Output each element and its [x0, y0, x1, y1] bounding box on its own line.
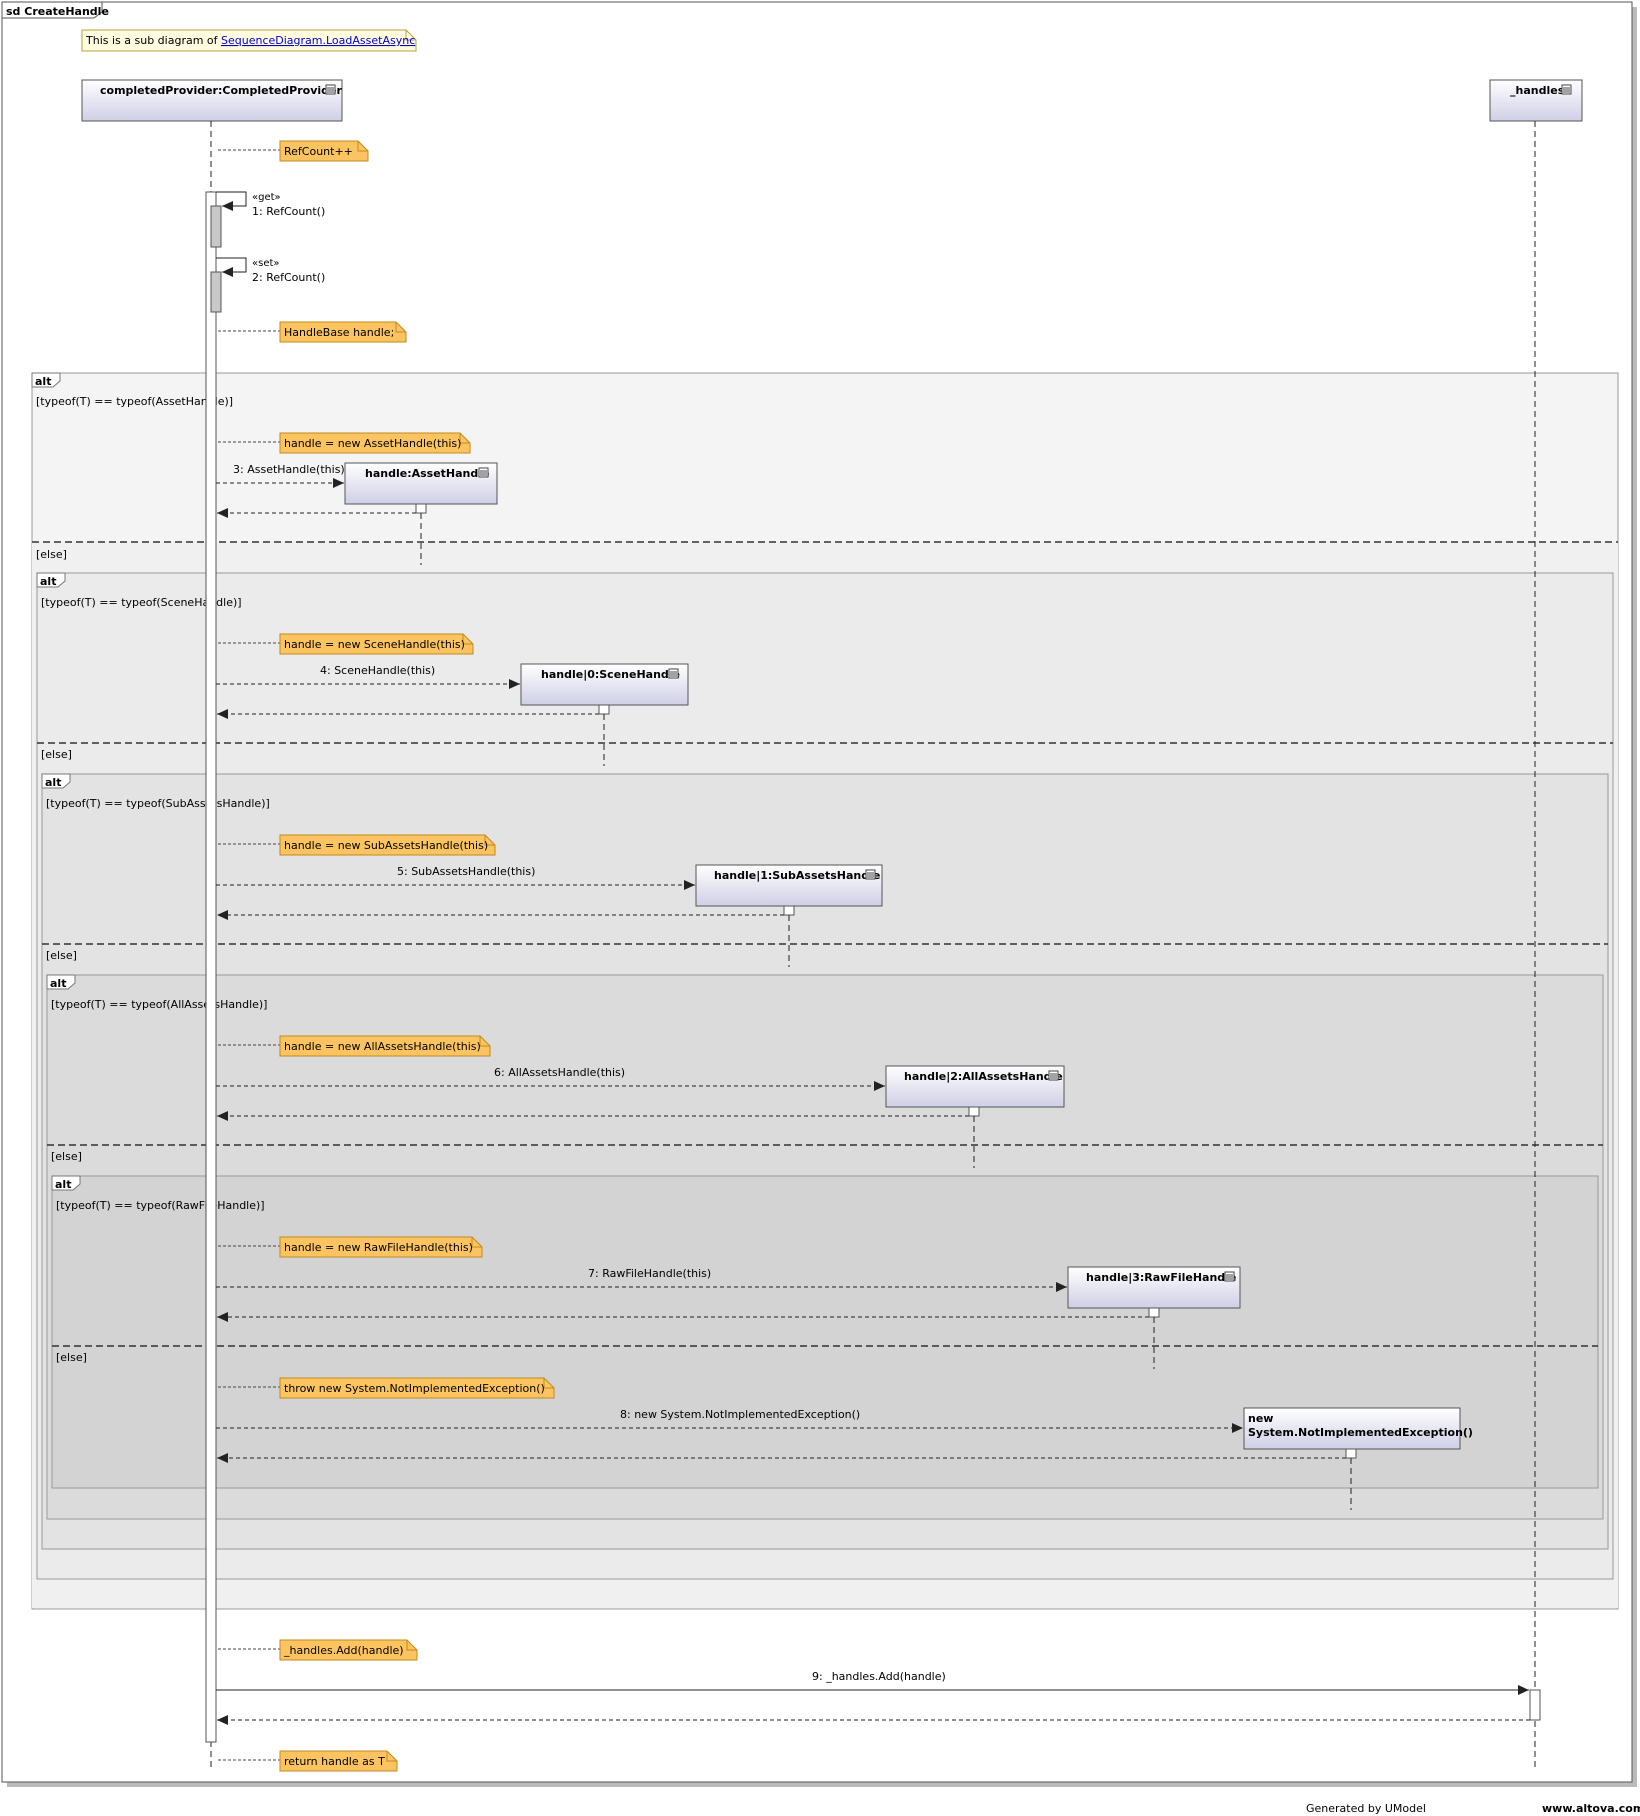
svg-text:throw new System.NotImplemente: throw new System.NotImplementedException… — [284, 1382, 545, 1395]
guard-2: [typeof(T) == typeof(SceneHandle)] — [41, 596, 242, 609]
lifeline-handles[interactable]: _handles: — [1489, 79, 1583, 1768]
svg-text:6: AllAssetsHandle(this): 6: AllAssetsHandle(this) — [494, 1066, 625, 1079]
else-guard-5: [else] — [56, 1351, 87, 1364]
footer-site[interactable]: www.altova.com — [1542, 1802, 1640, 1815]
activation-bar-handles — [1529, 1689, 1541, 1721]
collapse-icon[interactable] — [325, 84, 336, 95]
svg-text:handle:AssetHandle: handle:AssetHandle — [365, 467, 489, 480]
svg-text:3: AssetHandle(this): 3: AssetHandle(this) — [233, 463, 345, 476]
collapse-icon[interactable] — [1561, 84, 1572, 95]
collapse-icon[interactable] — [865, 869, 876, 880]
note-new-subassets: handle = new SubAssetsHandle(this) — [218, 834, 496, 856]
alt-label-1: alt — [35, 375, 51, 388]
svg-text:1: RefCount(): 1: RefCount() — [252, 205, 325, 218]
footer-generated: Generated by UModel — [1306, 1802, 1426, 1815]
notes: RefCount++ HandleBase handle; handle = n… — [218, 140, 555, 1772]
subdiagram-prefix: This is a sub diagram of — [85, 34, 221, 47]
svg-text:5: SubAssetsHandle(this): 5: SubAssetsHandle(this) — [397, 865, 535, 878]
lifeline-handles-label: _handles: — [1510, 84, 1569, 97]
subdiagram-note: This is a sub diagram of SequenceDiagram… — [81, 29, 417, 52]
svg-text:handle = new AllAssetsHandle(t: handle = new AllAssetsHandle(this) — [284, 1040, 481, 1053]
svg-text:_handles.Add(handle): _handles.Add(handle) — [283, 1644, 404, 1657]
activation-bar-set — [210, 271, 222, 313]
collapse-icon[interactable] — [1224, 1271, 1235, 1282]
object-rawfile-handle[interactable]: handle|3:RawFileHandle — [1067, 1266, 1241, 1369]
note-return: return handle as T — [218, 1750, 398, 1772]
svg-text:2: RefCount(): 2: RefCount() — [252, 271, 325, 284]
message-7[interactable]: 7: RawFileHandle(this) — [216, 1267, 1067, 1292]
note-new-scene: handle = new SceneHandle(this) — [218, 633, 474, 655]
note-new-allassets: handle = new AllAssetsHandle(this) — [218, 1035, 491, 1057]
activation-bar — [205, 191, 217, 1743]
guard-5: [typeof(T) == typeof(RawFileHandle)] — [56, 1199, 265, 1212]
svg-text:7: RawFileHandle(this): 7: RawFileHandle(this) — [588, 1267, 711, 1280]
svg-text:handle|0:SceneHandle: handle|0:SceneHandle — [541, 668, 680, 681]
svg-text:handle = new AssetHandle(this): handle = new AssetHandle(this) — [284, 437, 461, 450]
message-8[interactable]: 8: new System.NotImplementedException() — [216, 1408, 1243, 1433]
svg-text:return handle as T: return handle as T — [284, 1755, 385, 1768]
alt-label-2: alt — [40, 575, 56, 588]
svg-text:«set»: «set» — [252, 258, 280, 269]
message-6[interactable]: 6: AllAssetsHandle(this) — [216, 1066, 885, 1091]
svg-text:4: SceneHandle(this): 4: SceneHandle(this) — [320, 664, 435, 677]
activation-bar-get — [210, 205, 222, 248]
note-refcount: RefCount++ — [218, 140, 369, 162]
collapse-icon[interactable] — [1048, 1070, 1059, 1081]
else-guard-1: [else] — [36, 548, 67, 561]
svg-text:This is a sub diagram of Seque: This is a sub diagram of SequenceDiagram… — [85, 34, 415, 47]
else-guard-2: [else] — [41, 748, 72, 761]
svg-text:HandleBase handle;: HandleBase handle; — [284, 326, 394, 339]
note-new-rawfile: handle = new RawFileHandle(this) — [218, 1236, 483, 1258]
lifeline-provider-label: completedProvider:CompletedProvider — [100, 84, 342, 97]
guard-4: [typeof(T) == typeof(AllAssetsHandle)] — [51, 998, 267, 1011]
collapse-icon[interactable] — [478, 467, 489, 478]
message-5[interactable]: 5: SubAssetsHandle(this) — [216, 865, 695, 890]
svg-text:handle = new SceneHandle(this): handle = new SceneHandle(this) — [284, 638, 465, 651]
svg-text:handle|3:RawFileHandle: handle|3:RawFileHandle — [1086, 1271, 1236, 1284]
else-guard-3: [else] — [46, 949, 77, 962]
message-2[interactable]: «set» 2: RefCount() — [216, 257, 325, 284]
frame-title: sd CreateHandle — [6, 5, 109, 18]
alt-label-4: alt — [50, 977, 66, 990]
alt-label-3: alt — [45, 776, 61, 789]
svg-text:handle = new SubAssetsHandle(t: handle = new SubAssetsHandle(this) — [284, 839, 488, 852]
note-throw: throw new System.NotImplementedException… — [218, 1377, 555, 1399]
object-scene-handle[interactable]: handle|0:SceneHandle — [520, 663, 689, 766]
collapse-icon[interactable] — [668, 668, 679, 679]
message-3[interactable]: 3: AssetHandle(this) — [216, 463, 345, 488]
note-handlebase: HandleBase handle; — [218, 321, 407, 343]
svg-text:handle|1:SubAssetsHandle: handle|1:SubAssetsHandle — [714, 869, 880, 882]
note-new-asset: handle = new AssetHandle(this) — [218, 432, 471, 454]
object-subassets-handle[interactable]: handle|1:SubAssetsHandle — [695, 864, 883, 967]
svg-text:System.NotImplementedException: System.NotImplementedException() — [1248, 1426, 1473, 1439]
svg-text:RefCount++: RefCount++ — [284, 145, 353, 158]
object-allassets-handle[interactable]: handle|2:AllAssetsHandle — [885, 1065, 1065, 1168]
svg-text:new: new — [1248, 1412, 1273, 1425]
note-add: _handles.Add(handle) — [218, 1639, 418, 1661]
guard-3: [typeof(T) == typeof(SubAssetsHandle)] — [46, 797, 270, 810]
svg-text:handle|2:AllAssetsHandle: handle|2:AllAssetsHandle — [904, 1070, 1063, 1083]
message-9[interactable]: 9: _handles.Add(handle) — [216, 1670, 1529, 1695]
object-exception[interactable]: new System.NotImplementedException() — [1243, 1407, 1473, 1510]
alt-label-5: alt — [55, 1178, 71, 1191]
else-guard-4: [else] — [51, 1150, 82, 1163]
svg-text:handle = new RawFileHandle(thi: handle = new RawFileHandle(this) — [284, 1241, 473, 1254]
subdiagram-link[interactable]: SequenceDiagram.LoadAssetAsync — [221, 34, 415, 47]
svg-text:9: _handles.Add(handle): 9: _handles.Add(handle) — [812, 1670, 946, 1683]
svg-text:«get»: «get» — [252, 192, 281, 203]
guard-1: [typeof(T) == typeof(AssetHandle)] — [36, 395, 233, 408]
message-4[interactable]: 4: SceneHandle(this) — [216, 664, 520, 689]
message-1[interactable]: «get» 1: RefCount() — [216, 191, 325, 218]
svg-text:8: new System.NotImplementedEx: 8: new System.NotImplementedException() — [620, 1408, 860, 1421]
object-asset-handle[interactable]: handle:AssetHandle — [344, 462, 498, 565]
